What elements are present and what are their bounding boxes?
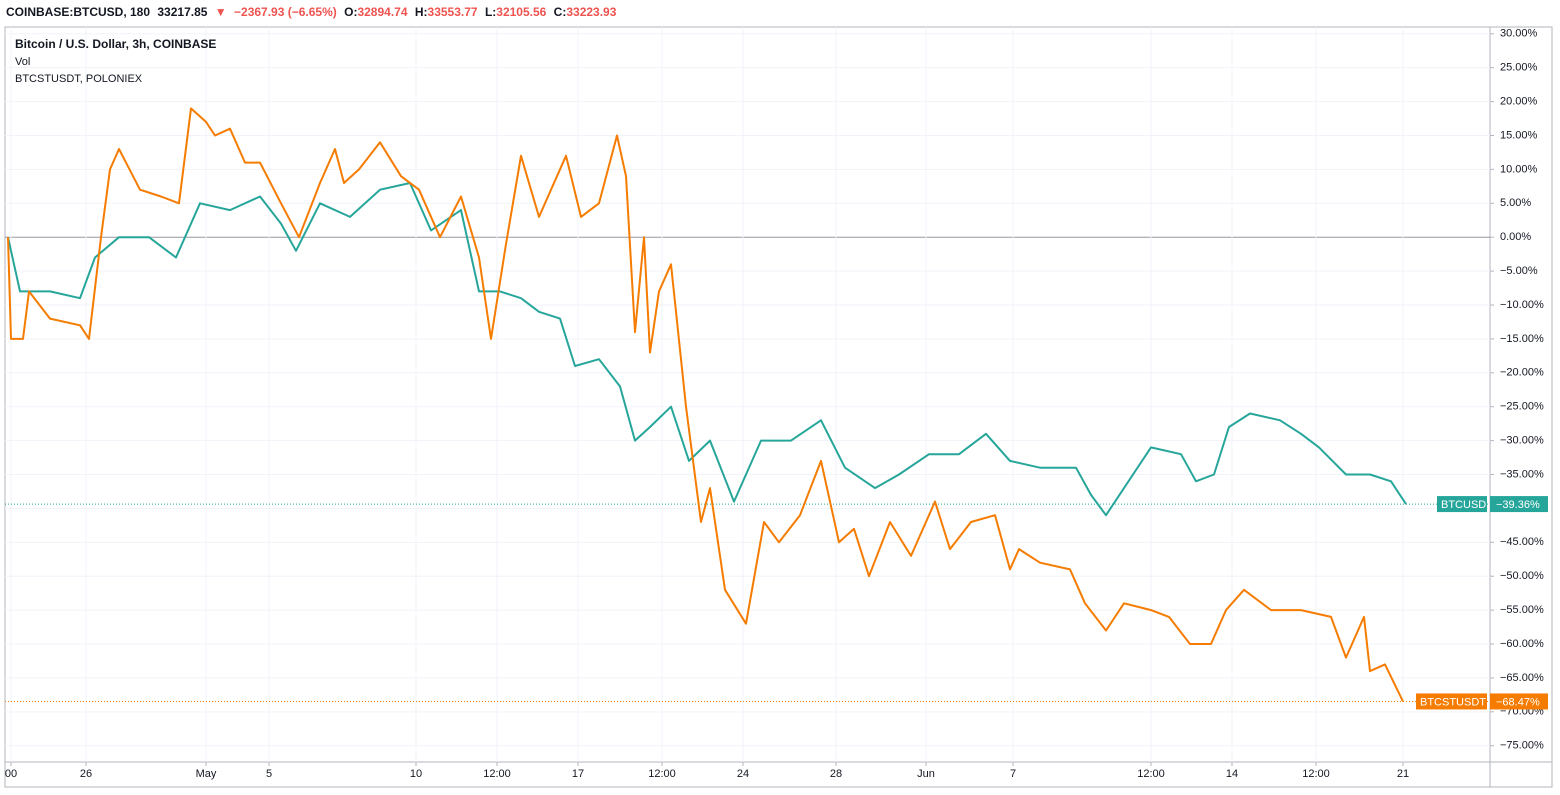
change: −2367.93 (−6.65%) <box>234 5 337 19</box>
low: 32105.56 <box>496 5 546 19</box>
header: COINBASE:BTCUSD, 180 33217.85 ▼ −2367.93… <box>6 5 617 19</box>
x-tick-label: 28 <box>830 768 842 780</box>
close: 33223.93 <box>566 5 616 19</box>
y-tick-label: −10.00% <box>1500 299 1544 311</box>
series-line <box>7 107 1404 702</box>
close-label: C: <box>554 5 567 19</box>
symbol: COINBASE:BTCUSD, 180 <box>6 5 150 19</box>
x-tick-label: May <box>196 768 217 780</box>
value-label: −68.47% <box>1496 696 1540 708</box>
y-tick-label: −25.00% <box>1500 401 1544 413</box>
value-label-box <box>1490 693 1548 710</box>
series-label: BTCSTUSDT <box>1420 696 1486 708</box>
y-tick-label: 15.00% <box>1500 129 1538 141</box>
y-tick-label: 30.00% <box>1500 28 1538 40</box>
y-tick-label: −55.00% <box>1500 604 1544 616</box>
axes: 30.00% 25.00% 20.00% 15.00% 10.00% 5.00% 0.00%… <box>5 28 1548 780</box>
y-tick-label: −45.00% <box>1500 536 1544 548</box>
chart-title: Bitcoin / U.S. Dollar, 3h, COINBASE <box>15 37 216 51</box>
series-label-box <box>1437 496 1487 513</box>
legend-entry: BTCSTUSDT, POLONIEX <box>15 73 143 85</box>
x-tick-label: 26 <box>80 768 92 780</box>
x-tick-label: 5 <box>266 768 272 780</box>
y-tick-label: 25.00% <box>1500 62 1538 74</box>
x-tick-label: 00 <box>5 768 17 780</box>
x-tick-label: 24 <box>737 768 749 780</box>
volume-label: Vol <box>15 56 30 68</box>
y-tick-label: −60.00% <box>1500 638 1544 650</box>
x-tick-label: 21 <box>1397 768 1409 780</box>
open-label: O: <box>344 5 357 19</box>
y-tick-label: −50.00% <box>1500 570 1544 582</box>
value-label: −39.36% <box>1496 499 1540 511</box>
x-tick-label: 12:00 <box>648 768 676 780</box>
high: 33553.77 <box>428 5 478 19</box>
low-label: L: <box>485 5 496 19</box>
y-tick-label: 10.00% <box>1500 163 1538 175</box>
y-tick-label: 0.00% <box>1500 231 1531 243</box>
plot <box>5 107 1490 702</box>
y-tick-label: −5.00% <box>1500 265 1538 277</box>
y-tick-label: −75.00% <box>1500 740 1544 752</box>
y-tick-label: −30.00% <box>1500 435 1544 447</box>
y-tick-label: −65.00% <box>1500 672 1544 684</box>
x-tick-label: 14 <box>1226 768 1238 780</box>
series-line <box>7 182 1407 517</box>
x-tick-label: 12:00 <box>483 768 511 780</box>
value-label-box <box>1490 496 1548 513</box>
high-label: H: <box>415 5 428 19</box>
series-label-box <box>1416 693 1487 710</box>
arrow: ▼ <box>215 5 227 19</box>
x-tick-label: 17 <box>572 768 584 780</box>
x-tick-label: Jun <box>917 768 935 780</box>
y-tick-label: −15.00% <box>1500 333 1544 345</box>
y-tick-label: 5.00% <box>1500 197 1531 209</box>
y-tick-label: 20.00% <box>1500 95 1538 107</box>
x-tick-label: 12:00 <box>1302 768 1330 780</box>
x-tick-label: 7 <box>1010 768 1016 780</box>
x-tick-label: 12:00 <box>1137 768 1165 780</box>
grid <box>5 27 1490 762</box>
open: 32894.74 <box>357 5 407 19</box>
last: 33217.85 <box>157 5 207 19</box>
x-tick-label: 10 <box>410 768 422 780</box>
series-label: BTCUSD <box>1441 499 1486 511</box>
y-tick-label: −20.00% <box>1500 367 1544 379</box>
y-tick-label: −35.00% <box>1500 468 1544 480</box>
